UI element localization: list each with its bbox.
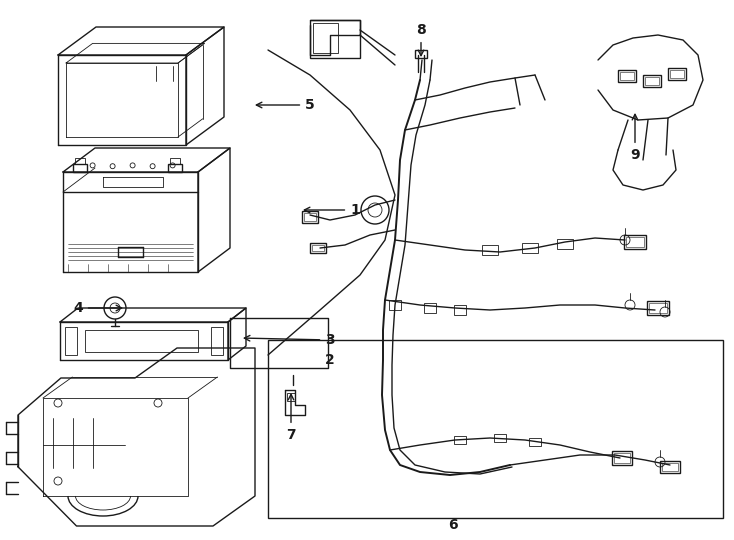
Bar bbox=[424, 303, 436, 313]
Bar bbox=[312, 245, 324, 251]
Text: 2: 2 bbox=[325, 353, 335, 367]
Bar bbox=[647, 301, 669, 315]
Bar bbox=[668, 68, 686, 80]
Bar bbox=[660, 461, 680, 473]
Bar bbox=[626, 237, 644, 247]
Bar bbox=[557, 239, 573, 249]
Bar bbox=[75, 158, 85, 164]
Text: 8: 8 bbox=[416, 23, 426, 56]
Bar bbox=[618, 70, 636, 82]
Text: 1: 1 bbox=[305, 203, 360, 217]
Bar bbox=[662, 463, 678, 471]
Text: 3: 3 bbox=[244, 333, 335, 347]
Bar bbox=[310, 20, 360, 58]
Bar bbox=[211, 327, 223, 355]
Bar bbox=[670, 70, 684, 78]
Bar bbox=[645, 77, 659, 85]
Bar bbox=[310, 243, 326, 253]
Bar bbox=[529, 438, 541, 446]
Bar bbox=[649, 303, 667, 313]
Bar bbox=[415, 50, 427, 58]
Bar bbox=[170, 158, 180, 164]
Bar bbox=[620, 72, 634, 80]
Text: 7: 7 bbox=[286, 394, 296, 442]
Bar bbox=[454, 436, 466, 444]
Bar bbox=[73, 164, 87, 172]
Bar bbox=[612, 451, 632, 465]
Bar bbox=[302, 211, 318, 223]
Bar bbox=[85, 330, 198, 352]
Bar bbox=[614, 453, 630, 463]
Bar bbox=[287, 393, 295, 401]
Bar bbox=[304, 213, 316, 221]
Bar bbox=[482, 245, 498, 255]
Bar bbox=[643, 75, 661, 87]
Bar bbox=[624, 235, 646, 249]
Bar bbox=[168, 164, 182, 172]
Bar bbox=[389, 300, 401, 310]
Bar bbox=[268, 340, 723, 518]
Bar bbox=[494, 434, 506, 442]
Text: 6: 6 bbox=[448, 518, 458, 532]
Text: 9: 9 bbox=[631, 114, 640, 162]
Bar bbox=[313, 23, 338, 53]
Bar bbox=[454, 305, 466, 315]
Text: 4: 4 bbox=[73, 301, 122, 315]
Text: 5: 5 bbox=[256, 98, 315, 112]
Bar bbox=[65, 327, 77, 355]
Bar bbox=[522, 243, 538, 253]
